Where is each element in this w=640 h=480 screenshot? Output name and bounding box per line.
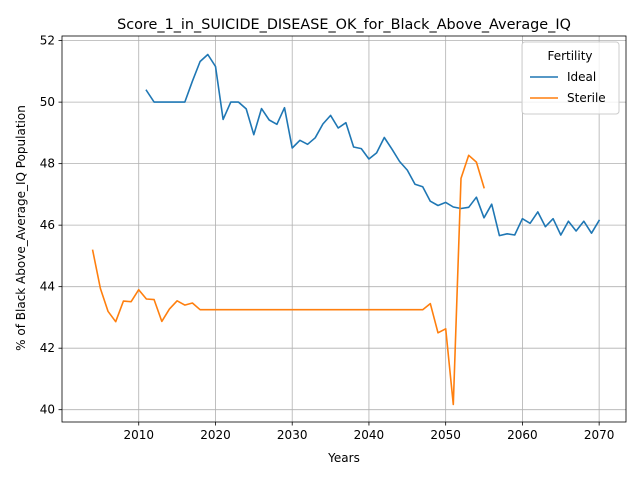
legend-title: Fertility <box>547 49 592 63</box>
chart-title: Score_1_in_SUICIDE_DISEASE_OK_for_Black_… <box>117 17 571 33</box>
series-line-sterile <box>91 154 485 406</box>
legend-label-ideal: Ideal <box>567 70 596 84</box>
x-tick-label: 2020 <box>200 428 231 442</box>
series-line-ideal <box>145 53 601 237</box>
x-axis-ticks: 2010 2020 2030 2040 2050 2060 2070 <box>123 422 614 442</box>
x-tick-label: 2060 <box>507 428 538 442</box>
y-tick-label: 52 <box>40 34 55 48</box>
x-tick-label: 2010 <box>123 428 154 442</box>
y-tick-label: 48 <box>40 157 55 171</box>
y-tick-label: 50 <box>40 95 55 109</box>
y-axis-label: % of Black Above_Average_IQ Population <box>14 105 28 351</box>
legend: Fertility Ideal Sterile <box>521 41 620 115</box>
plot-area-frame <box>61 35 627 423</box>
y-tick-label: 44 <box>40 280 55 294</box>
y-tick-label: 40 <box>40 403 55 417</box>
x-tick-label: 2030 <box>277 428 308 442</box>
legend-box <box>521 41 620 115</box>
x-axis-label: Years <box>327 451 360 465</box>
x-tick-label: 2070 <box>584 428 615 442</box>
x-tick-label: 2040 <box>354 428 385 442</box>
y-tick-label: 46 <box>40 218 55 232</box>
legend-label-sterile: Sterile <box>567 91 606 105</box>
x-tick-label: 2050 <box>430 428 461 442</box>
series-lines <box>91 53 601 406</box>
y-tick-label: 42 <box>40 341 55 355</box>
y-axis-ticks: 40 42 44 46 48 50 52 <box>40 34 62 417</box>
